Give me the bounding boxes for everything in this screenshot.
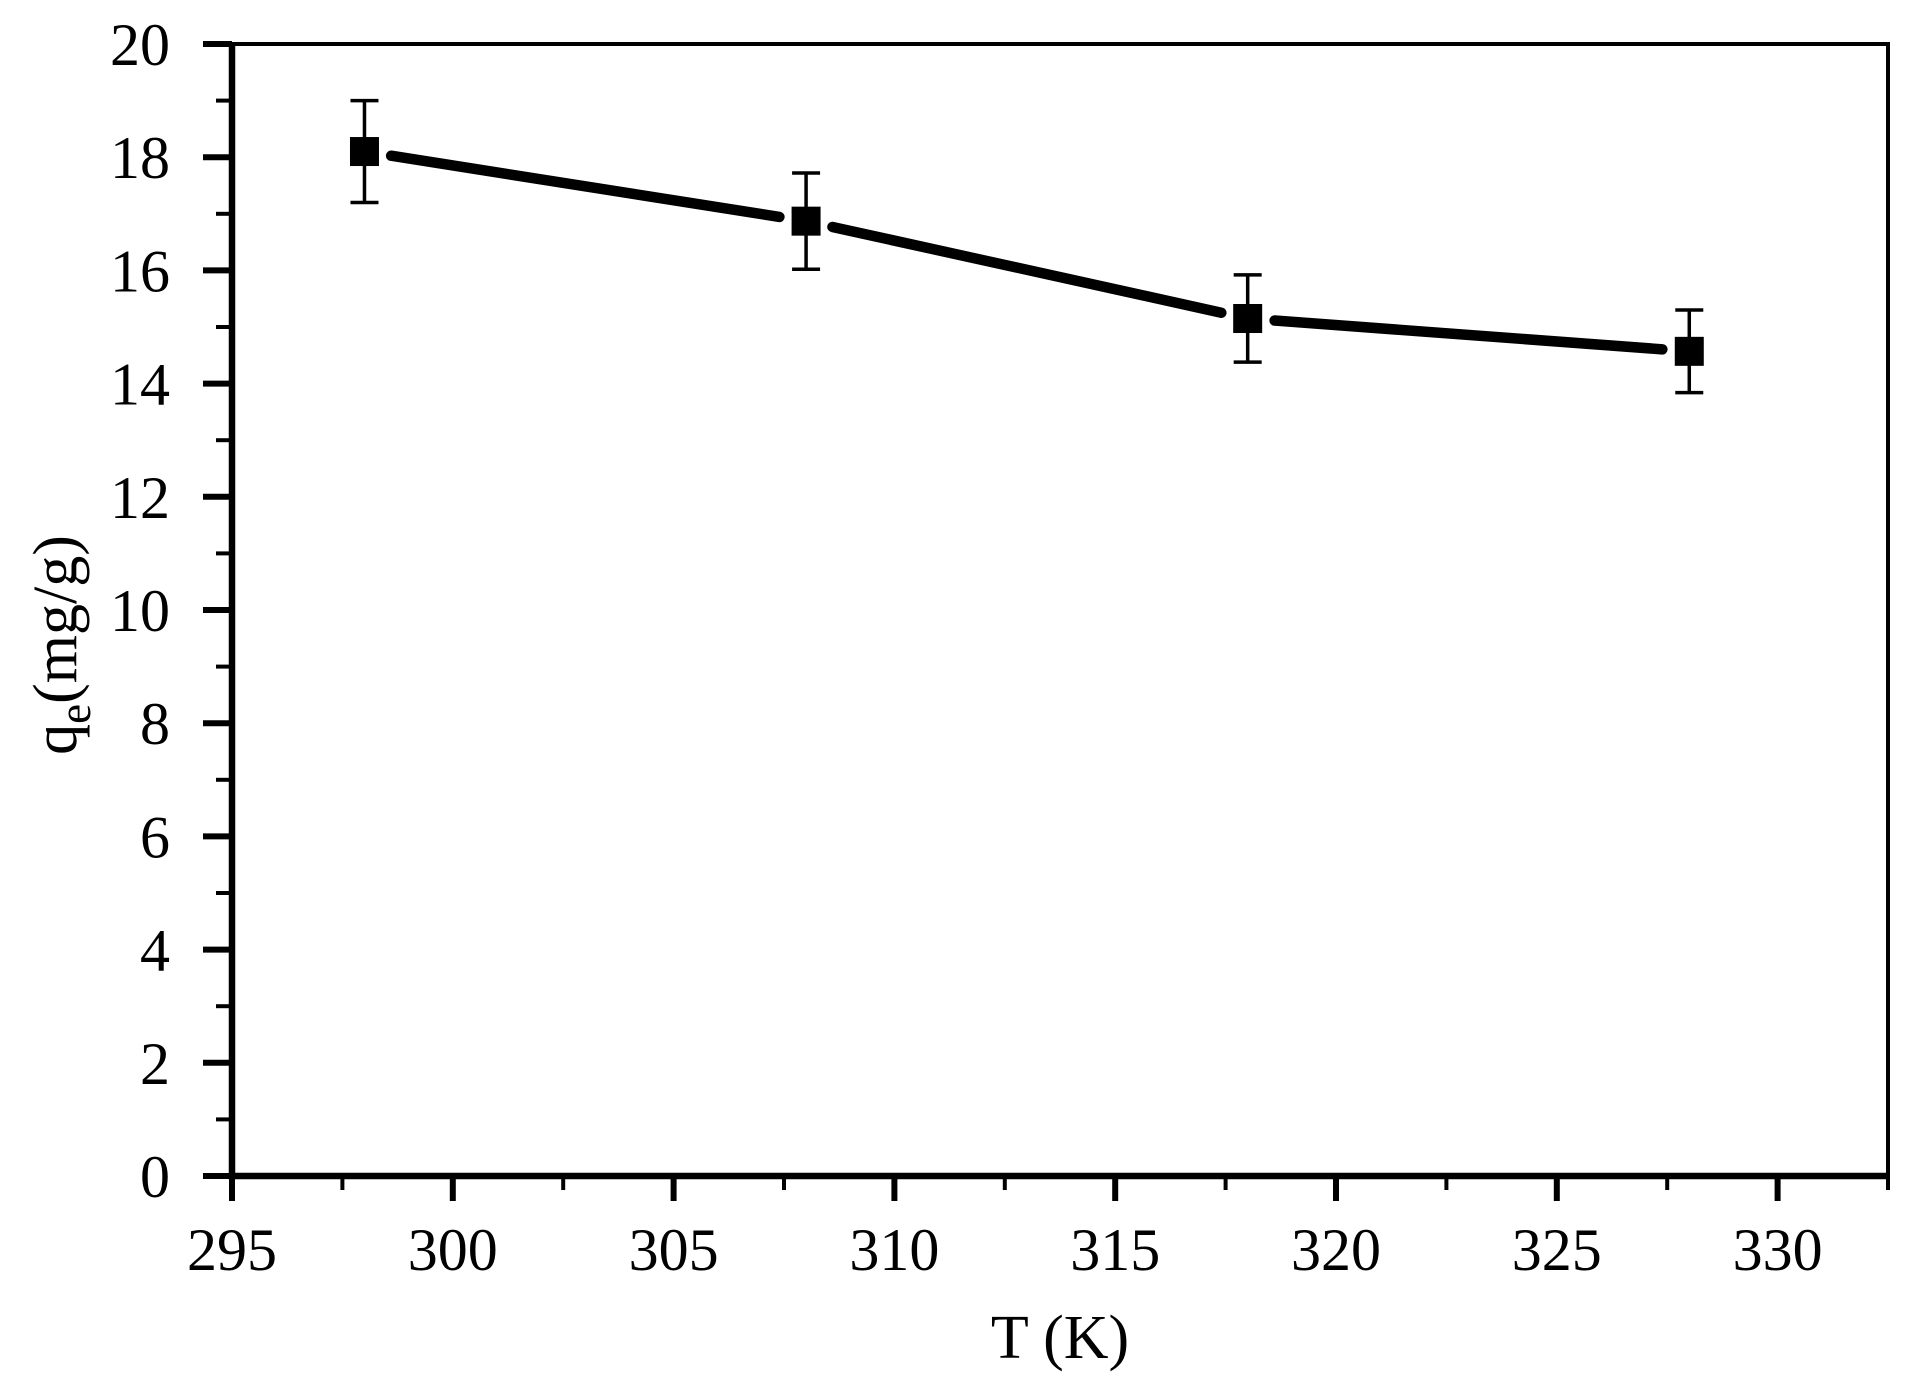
y-axis-tick-labels: 0 2 4 6 8 10 12 14 16 18 20: [110, 12, 170, 1210]
y-tick-label: 12: [110, 465, 170, 531]
x-tick-label: 320: [1291, 1217, 1381, 1283]
x-tick-label: 295: [187, 1217, 277, 1283]
y-tick-label: 8: [140, 691, 170, 757]
y-tick-label: 16: [110, 238, 170, 304]
data-line: [385, 150, 1668, 355]
y-tick-label: 18: [110, 125, 170, 191]
x-tick-label: 310: [849, 1217, 939, 1283]
data-line-segment: [385, 150, 785, 223]
data-point-marker: [1233, 304, 1263, 334]
x-axis-tick-labels: 295 300 305 310 315 320 325 330: [187, 1217, 1823, 1283]
x-tick-label: 330: [1733, 1217, 1823, 1283]
x-tick-label: 325: [1512, 1217, 1602, 1283]
x-tick-label: 300: [408, 1217, 498, 1283]
x-axis-title: T (K): [991, 1304, 1129, 1372]
y-tick-label: 4: [140, 918, 170, 984]
x-tick-label: 305: [629, 1217, 719, 1283]
data-line-segment: [1269, 315, 1668, 355]
data-line-segment: [827, 221, 1227, 318]
data-point-marker: [791, 206, 821, 236]
y-tick-label: 14: [110, 352, 170, 418]
x-tick-label: 315: [1070, 1217, 1160, 1283]
data-point-marker: [349, 137, 379, 167]
data-point-marker: [1674, 336, 1704, 366]
y-tick-label: 2: [140, 1031, 170, 1097]
y-tick-label: 6: [140, 804, 170, 870]
data-markers: [349, 137, 1704, 366]
y-tick-label: 10: [110, 578, 170, 644]
plot-area: [232, 44, 1888, 1176]
plot-box: [228, 42, 1890, 1180]
y-axis-title: qe(mg/g): [22, 535, 100, 755]
y-tick-label: 0: [140, 1144, 170, 1210]
y-tick-label: 20: [110, 12, 170, 78]
